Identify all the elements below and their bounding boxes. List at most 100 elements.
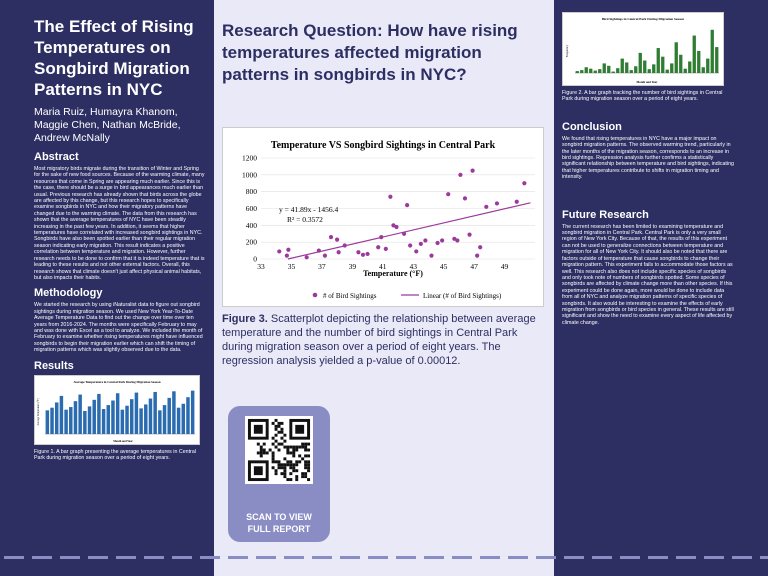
- y-tick-label: 1200: [242, 154, 257, 163]
- figure-3-label: Figure 3.: [222, 313, 268, 325]
- fig2-xlabel: Month and Year: [637, 80, 659, 84]
- legend-point-marker: [312, 292, 318, 298]
- results-heading: Results: [34, 359, 74, 372]
- fig2-bar: [629, 70, 633, 73]
- fig2-bar: [625, 62, 629, 73]
- scatter-point: [322, 253, 328, 258]
- research-question: Research Question: How have rising tempe…: [222, 21, 518, 84]
- fig1-bar: [158, 409, 162, 434]
- fig1-title: Average Temperature in Central Park Duri…: [73, 380, 160, 384]
- x-tick-label: 37: [318, 262, 326, 271]
- scatter-point: [365, 251, 370, 257]
- fig1-bar: [172, 390, 176, 434]
- abstract-heading: Abstract: [34, 151, 79, 163]
- scatter-point: [455, 238, 460, 243]
- scatter-title: Temperature VS Songbird Sightings in Cen…: [271, 140, 496, 151]
- fig1-bar: [111, 400, 115, 434]
- scatter-point: [379, 235, 384, 240]
- x-tick-label: 35: [288, 262, 296, 271]
- x-tick-label: 41: [379, 262, 387, 271]
- conclusion-heading: Conclusion: [562, 120, 622, 133]
- fig2-bar: [647, 69, 651, 73]
- fig2-bar: [643, 60, 647, 73]
- fig1-bar: [162, 404, 167, 434]
- fig1-bar: [167, 397, 171, 434]
- scatter-point: [462, 196, 468, 201]
- scatter-point: [401, 231, 407, 236]
- scatter-point: [408, 243, 413, 248]
- fig1-bar: [73, 400, 78, 434]
- methodology-heading: Methodology: [34, 287, 103, 300]
- sightings-bar-chart: Bird Sightings in Central Park During Mi…: [565, 17, 719, 84]
- x-tick-label: 45: [440, 262, 448, 271]
- scatter-point: [383, 246, 388, 251]
- fig1-bar: [148, 398, 153, 434]
- figure-1-caption: Figure 1. A bar graph presenting the ave…: [34, 448, 196, 461]
- fig2-bar: [697, 50, 701, 73]
- scatter-point: [514, 199, 519, 204]
- fig2-bar: [692, 35, 696, 73]
- scatter-point: [467, 232, 472, 237]
- bottom-dash-decoration: [4, 556, 768, 559]
- fig2-title: Bird Sightings in Central Park During Mi…: [602, 17, 684, 21]
- x-tick-label: 47: [470, 262, 478, 271]
- fig2-bar: [656, 48, 660, 73]
- fig1-bar: [144, 403, 148, 434]
- qr-code-icon[interactable]: [245, 416, 313, 484]
- scatter-point: [458, 172, 463, 177]
- fig2-bar: [575, 71, 579, 73]
- scatter-point: [414, 249, 419, 254]
- x-tick-label: 49: [501, 262, 509, 271]
- methodology-text: We started the research by using iNatura…: [34, 302, 203, 354]
- figure-2-chart: Bird Sightings in Central Park During Mi…: [562, 12, 724, 86]
- fig2-bar: [701, 67, 705, 73]
- fig1-bar: [87, 405, 92, 434]
- fig1-xlabel: Month and Year: [113, 440, 133, 443]
- x-tick-label: 43: [409, 262, 417, 271]
- fig2-bar: [715, 47, 719, 73]
- y-tick-label: 1000: [242, 170, 257, 179]
- fig1-bar: [176, 407, 181, 434]
- fig1-bar: [50, 407, 54, 434]
- fig1-bar: [106, 404, 111, 434]
- fig2-bar: [679, 54, 683, 73]
- scatter-point: [286, 247, 291, 252]
- fig2-bar: [710, 29, 714, 73]
- scatter-point: [470, 168, 475, 173]
- fig1-bar: [186, 396, 190, 434]
- legend-line-label: Linear (# of Bird Sightings): [423, 292, 502, 300]
- x-tick-label: 33: [257, 262, 265, 271]
- fig1-bar: [64, 409, 68, 434]
- scatter-point: [356, 250, 361, 255]
- fig2-bar: [634, 66, 638, 73]
- scatter-point: [435, 240, 440, 246]
- right-column: Bird Sightings in Central Park During Mi…: [562, 0, 734, 326]
- fig1-bar: [134, 392, 139, 434]
- fig1-bar: [69, 406, 73, 434]
- abstract-text: Most migratory birds migrate during the …: [34, 166, 205, 281]
- scatter-point: [478, 245, 483, 250]
- scatter-chart: Temperature VS Songbird Sightings in Cen…: [242, 140, 535, 300]
- scatter-point: [284, 253, 289, 258]
- legend-points-label: # of Bird Sightings: [323, 292, 377, 300]
- fig1-bar: [45, 409, 50, 434]
- scatter-point: [376, 245, 381, 250]
- qr-card[interactable]: SCAN TO VIEW FULL REPORT: [228, 406, 330, 542]
- fig1-bar: [153, 391, 157, 434]
- scatter-xlabel: Temperature (°F): [363, 269, 423, 278]
- fig2-ylabel: Frequency: [565, 44, 569, 57]
- fig1-bar: [139, 407, 143, 434]
- qr-text-line2: FULL REPORT: [247, 524, 311, 534]
- y-tick-label: 800: [246, 187, 258, 196]
- scatter-point: [394, 224, 399, 230]
- fig1-bar: [125, 405, 129, 434]
- scatter-point: [484, 204, 489, 209]
- fig2-bar: [706, 58, 710, 73]
- fig2-bar: [589, 68, 593, 73]
- fig1-bar: [129, 398, 134, 434]
- fig2-bar: [580, 70, 584, 73]
- fig2-bar: [688, 61, 692, 73]
- scatter-point: [342, 243, 347, 248]
- fig2-bar: [602, 63, 606, 73]
- fig2-bar: [611, 71, 615, 73]
